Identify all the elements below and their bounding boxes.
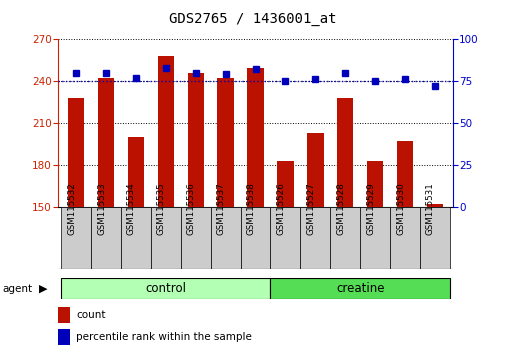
Bar — [270, 207, 300, 269]
Bar — [336, 98, 353, 207]
Bar — [247, 68, 263, 207]
Text: GSM115533: GSM115533 — [97, 183, 106, 235]
Bar — [240, 207, 270, 269]
Bar — [68, 98, 84, 207]
Bar — [396, 141, 413, 207]
Bar — [121, 207, 150, 269]
Bar — [150, 207, 180, 269]
Bar — [389, 207, 419, 269]
Text: GSM115534: GSM115534 — [127, 183, 136, 235]
Text: GSM115532: GSM115532 — [67, 183, 76, 235]
Text: GSM115529: GSM115529 — [366, 183, 374, 235]
Text: GDS2765 / 1436001_at: GDS2765 / 1436001_at — [169, 12, 336, 27]
Text: ▶: ▶ — [39, 284, 47, 293]
Bar — [419, 207, 449, 269]
Text: GSM115526: GSM115526 — [276, 183, 285, 235]
Text: GSM115530: GSM115530 — [395, 183, 404, 235]
Text: agent: agent — [3, 284, 33, 293]
Text: GSM115538: GSM115538 — [246, 183, 255, 235]
Bar — [91, 207, 121, 269]
Bar — [58, 307, 70, 322]
Text: GSM115536: GSM115536 — [186, 183, 195, 235]
Bar — [58, 329, 70, 345]
Text: GSM115531: GSM115531 — [425, 183, 434, 235]
Text: control: control — [145, 282, 186, 295]
Text: creatine: creatine — [335, 282, 384, 295]
Bar — [210, 207, 240, 269]
Bar — [277, 161, 293, 207]
Bar — [187, 73, 204, 207]
Bar — [307, 133, 323, 207]
Text: GSM115527: GSM115527 — [306, 183, 315, 235]
Bar — [330, 207, 360, 269]
Text: count: count — [76, 310, 106, 320]
Text: GSM115535: GSM115535 — [157, 183, 166, 235]
Text: GSM115528: GSM115528 — [335, 183, 344, 235]
Bar — [217, 78, 233, 207]
Bar — [127, 137, 144, 207]
Bar — [270, 278, 449, 299]
Bar — [300, 207, 330, 269]
Bar — [426, 204, 442, 207]
Text: percentile rank within the sample: percentile rank within the sample — [76, 332, 252, 342]
Bar — [61, 278, 270, 299]
Text: GSM115537: GSM115537 — [216, 183, 225, 235]
Bar — [366, 161, 383, 207]
Bar — [360, 207, 389, 269]
Bar — [157, 56, 174, 207]
Bar — [61, 207, 91, 269]
Bar — [97, 78, 114, 207]
Bar — [180, 207, 210, 269]
